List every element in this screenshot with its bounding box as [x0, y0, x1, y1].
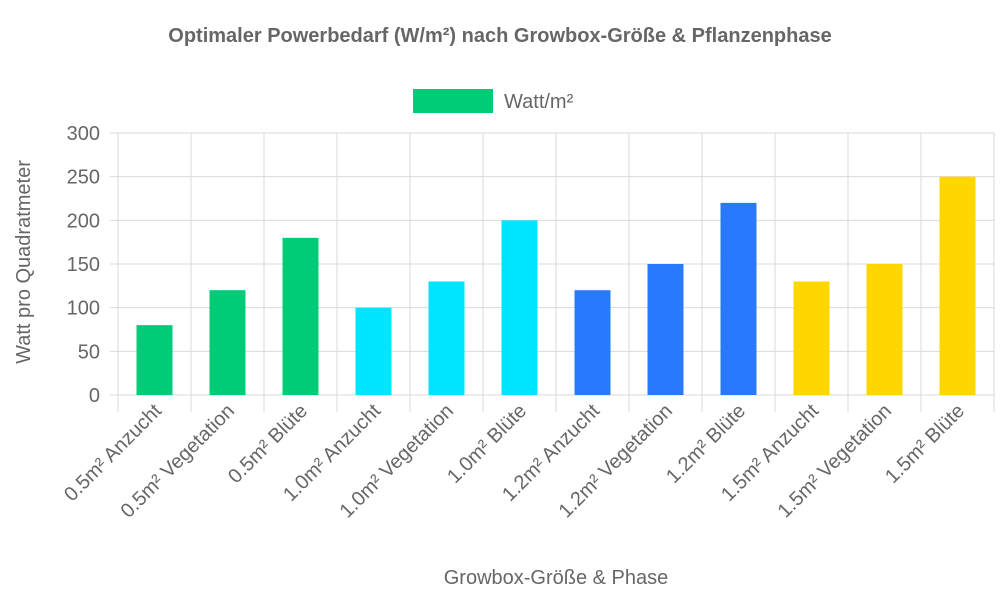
bar	[574, 290, 611, 395]
bar	[355, 307, 392, 395]
x-axis-title: Growbox-Größe & Phase	[444, 567, 669, 589]
chart-title: Optimaler Powerbedarf (W/m²) nach Growbo…	[168, 25, 831, 47]
bar	[647, 264, 684, 395]
y-axis-title: Watt pro Quadratmeter	[13, 160, 35, 364]
bar	[866, 264, 903, 395]
bar	[282, 237, 319, 395]
y-tick-label: 100	[67, 298, 100, 320]
gridlines	[110, 132, 995, 412]
bar	[793, 281, 830, 395]
y-tick-label: 300	[67, 123, 100, 145]
y-tick-label: 250	[67, 167, 100, 189]
bar	[209, 290, 246, 395]
bar	[136, 325, 173, 395]
bar	[428, 281, 465, 395]
legend-swatch	[413, 89, 493, 113]
bar	[501, 220, 538, 395]
y-tick-label: 150	[67, 254, 100, 276]
bar	[939, 176, 976, 395]
bars	[136, 176, 976, 395]
y-tick-label: 0	[89, 385, 100, 407]
legend-label: Watt/m²	[504, 91, 574, 113]
y-tick-label: 200	[67, 210, 100, 232]
y-tick-label: 50	[78, 341, 100, 363]
x-tick-label: 1.5m² Blüte	[881, 400, 969, 488]
bar	[720, 202, 757, 395]
y-axis-ticks: 0 50 100 150 200 250 300	[67, 123, 100, 407]
